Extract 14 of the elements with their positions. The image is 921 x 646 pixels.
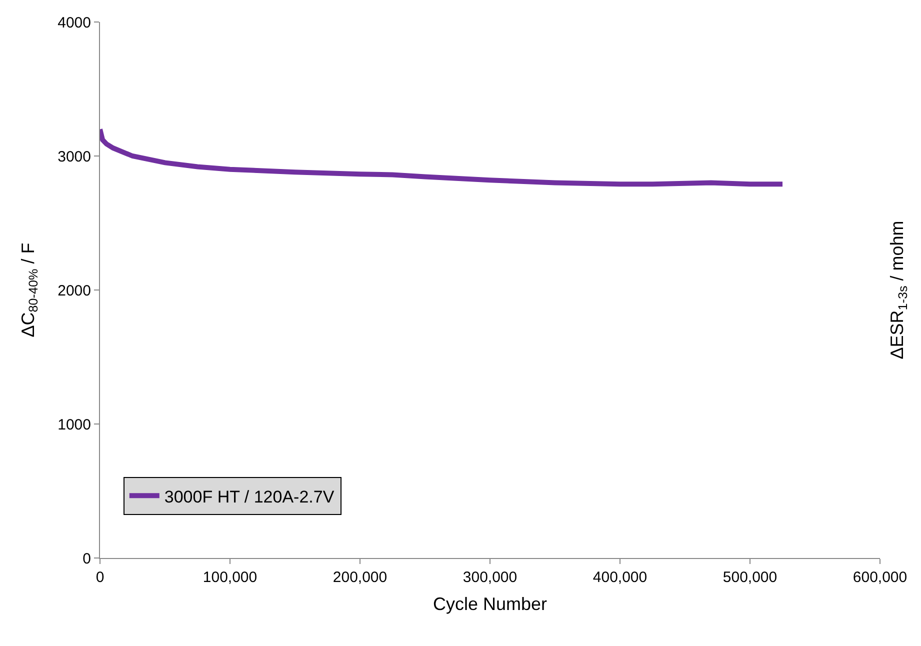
x-tick-label: 100,000 [202,569,258,586]
x-tick-label: 500,000 [722,569,778,586]
y-tick-label: 0 [82,550,91,568]
y-tick-label: 1000 [58,416,91,434]
legend-label: 3000F HT / 120A-2.7V [164,487,335,506]
x-axis-title: Cycle Number [432,594,548,614]
x-tick-label: 200,000 [332,569,388,586]
x-tick-label: 300,000 [462,569,518,586]
y-tick-label: 2000 [58,282,91,300]
x-tick-label: 0 [96,569,104,586]
x-tick-label: 400,000 [592,569,648,586]
x-tick-label: 600,000 [852,569,908,586]
y-tick-label: 4000 [58,14,91,32]
y-tick-label: 3000 [58,148,91,166]
